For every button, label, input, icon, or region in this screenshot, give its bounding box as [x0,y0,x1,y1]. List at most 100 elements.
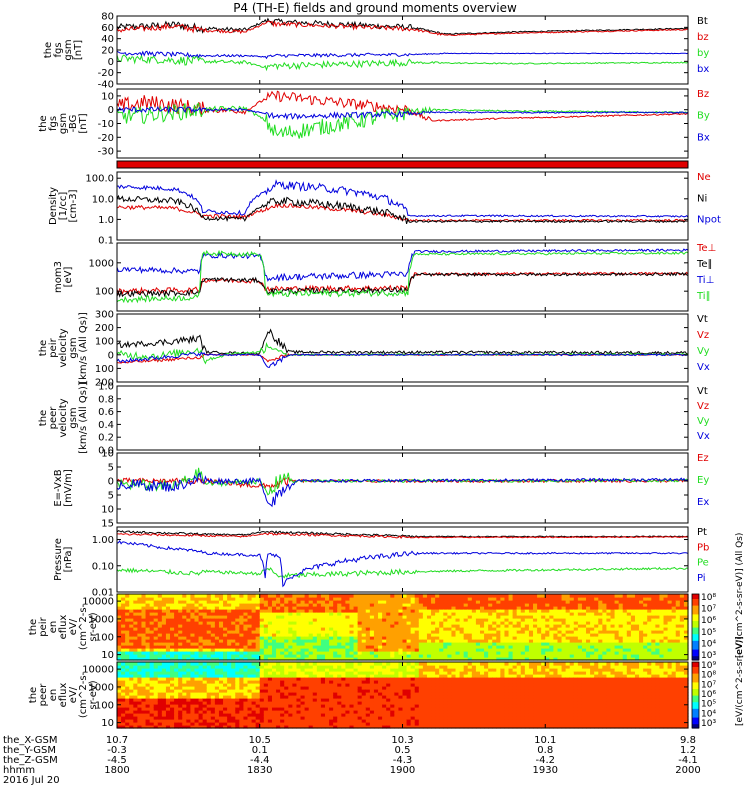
heatmap-cell [300,612,306,616]
heatmap-cell [443,630,448,634]
heatmap-cell [341,639,346,643]
heatmap-cell [284,618,289,622]
legend-entry-Pe: Pe [697,558,709,569]
heatmap-cell [479,642,485,646]
heatmap-cell [679,630,685,634]
heatmap-cell [561,633,567,637]
heatmap-cell [398,683,404,687]
heatmap-cell [439,606,444,610]
heatmap-cell [129,594,134,598]
heatmap-cell [418,645,424,649]
heatmap-cell [402,633,408,637]
heatmap-cell [394,639,400,643]
heatmap-cell [349,636,355,640]
heatmap-cell [243,710,249,714]
heatmap-cell [182,621,187,625]
heatmap-cell [320,627,326,631]
heatmap-cell [378,692,383,696]
heatmap-cell [467,651,473,655]
heatmap-cell [622,594,628,598]
heatmap-cell [590,624,595,628]
heatmap-cell [475,606,481,610]
heatmap-cell [218,668,224,672]
heatmap-cell [618,654,624,658]
heatmap-cell [614,627,620,631]
heatmap-cell [271,695,277,699]
heatmap-cell [402,645,408,649]
heatmap-cell [235,665,240,669]
heatmap-cell [137,695,143,699]
heatmap-cell [520,621,526,625]
heatmap-cell [373,671,379,675]
heatmap-cell [133,725,138,729]
heatmap-cell [227,695,232,699]
heatmap-cell [329,689,334,693]
heatmap-cell [386,680,391,684]
heatmap-cell [406,654,412,658]
heatmap-cell [365,677,371,681]
heatmap-cell [422,627,428,631]
heatmap-cell [263,677,269,681]
heatmap-cell [190,707,196,711]
heatmap-cell [223,603,228,607]
heatmap-cell [533,642,538,646]
heatmap-cell [141,686,147,690]
heatmap-cell [296,642,302,646]
heatmap-cell [451,624,457,628]
heatmap-cell [573,648,579,652]
heatmap-cell [312,618,318,622]
heatmap-cell [157,630,163,634]
legend-entry-Ne: Ne [697,172,711,183]
heatmap-cell [125,680,130,684]
heatmap-cell [643,621,648,625]
heatmap-cell [598,612,603,616]
heatmap-cell [190,710,196,714]
heatmap-cell [378,621,383,625]
heatmap-cell [610,654,616,658]
heatmap-cell [467,624,473,628]
heatmap-cell [129,716,134,720]
heatmap-cell [463,621,469,625]
heatmap-cell [683,633,689,637]
heatmap-cell [198,636,204,640]
heatmap-cell [455,600,461,604]
heatmap-cell [239,627,245,631]
heatmap-cell [320,671,326,675]
heatmap-cell [259,654,265,658]
heatmap-cell [553,645,559,649]
heatmap-cell [353,603,359,607]
heatmap-cell [349,615,355,619]
heatmap-cell [210,707,216,711]
heatmap-cell [606,654,612,658]
heatmap-cell [655,603,661,607]
heatmap-cell [410,603,416,607]
heatmap-cell [467,621,473,625]
heatmap-cell [524,600,530,604]
heatmap-cell [267,698,273,702]
heatmap-cell [170,600,175,604]
heatmap-cell [243,639,249,643]
heatmap-cell [325,674,330,678]
heatmap-cell [133,633,138,637]
heatmap-cell [586,633,591,637]
panel-temp [116,242,689,312]
heatmap-cell [280,677,285,681]
heatmap-cell [276,600,281,604]
heatmap-cell [141,725,147,729]
heatmap-cell [373,680,379,684]
heatmap-cell [178,648,183,652]
heatmap-cell [202,633,208,637]
heatmap-cell [284,716,289,720]
heatmap-cell [471,603,477,607]
heatmap-cell [304,719,310,723]
heatmap-cell [333,707,338,711]
heatmap-cell [149,725,155,729]
heatmap-cell [414,618,420,622]
heatmap-cell [186,657,192,661]
heatmap-cell [573,633,579,637]
heatmap-cell [227,680,232,684]
heatmap-cell [390,692,395,696]
heatmap-cell [239,695,245,699]
heatmap-cell [125,612,130,616]
heatmap-cell [312,662,318,666]
